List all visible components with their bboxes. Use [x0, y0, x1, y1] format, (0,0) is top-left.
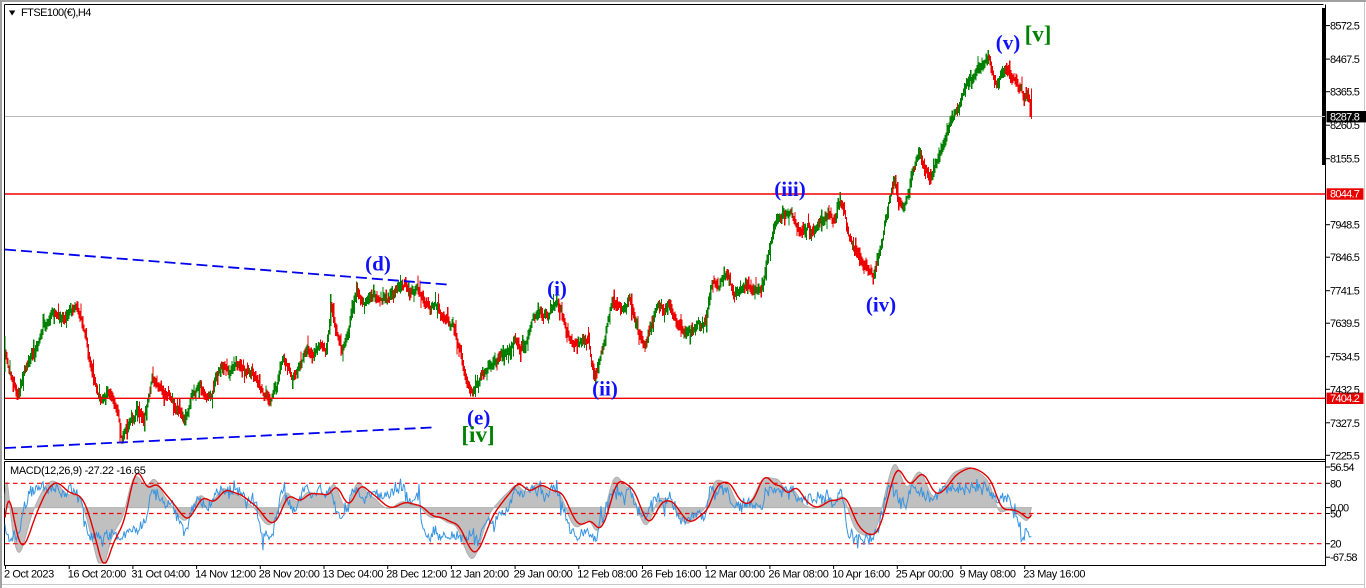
svg-text:7534.5: 7534.5 [1330, 352, 1360, 364]
svg-text:7432.5: 7432.5 [1330, 384, 1360, 396]
svg-text:13 Dec 04:00: 13 Dec 04:00 [323, 569, 384, 581]
svg-text:26 Feb 16:00: 26 Feb 16:00 [641, 569, 701, 581]
svg-text:12 Mar 00:00: 12 Mar 00:00 [705, 569, 765, 581]
svg-text:(e): (e) [467, 406, 490, 430]
svg-text:9 May 08:00: 9 May 08:00 [960, 569, 1016, 581]
svg-text:8044.7: 8044.7 [1330, 189, 1360, 201]
svg-text:(iv): (iv) [866, 293, 896, 317]
svg-text:[iv]: [iv] [461, 422, 494, 447]
svg-text:8287.8: 8287.8 [1330, 112, 1360, 124]
svg-text:56.54: 56.54 [1330, 462, 1354, 474]
svg-text:-67.58: -67.58 [1330, 552, 1357, 564]
svg-text:25 Apr 00:00: 25 Apr 00:00 [896, 569, 954, 581]
svg-text:12 Jan 20:00: 12 Jan 20:00 [450, 569, 509, 581]
svg-text:80: 80 [1330, 478, 1341, 490]
svg-text:14 Nov 12:00: 14 Nov 12:00 [195, 569, 256, 581]
svg-text:8572.5: 8572.5 [1330, 21, 1360, 33]
svg-text:16 Oct 20:00: 16 Oct 20:00 [68, 569, 126, 581]
svg-text:7846.5: 7846.5 [1330, 252, 1360, 264]
svg-text:(ii): (ii) [592, 377, 618, 401]
svg-text:20: 20 [1330, 539, 1341, 551]
svg-text:7225.5: 7225.5 [1330, 450, 1360, 462]
svg-text:26 Mar 08:00: 26 Mar 08:00 [768, 569, 828, 581]
svg-text:8155.5: 8155.5 [1330, 154, 1360, 166]
svg-text:FTSE100(€),H4: FTSE100(€),H4 [21, 7, 91, 19]
svg-text:31 Oct 04:00: 31 Oct 04:00 [131, 569, 189, 581]
svg-text:8467.5: 8467.5 [1330, 54, 1360, 66]
svg-text:7948.5: 7948.5 [1330, 220, 1360, 232]
svg-text:2 Oct 2023: 2 Oct 2023 [4, 569, 54, 581]
svg-text:MACD(12,26,9) -27.22 -16.65: MACD(12,26,9) -27.22 -16.65 [10, 465, 146, 477]
svg-text:7327.5: 7327.5 [1330, 418, 1360, 430]
svg-text:8365.5: 8365.5 [1330, 87, 1360, 99]
svg-text:7741.5: 7741.5 [1330, 286, 1360, 298]
svg-text:10 Apr 16:00: 10 Apr 16:00 [832, 569, 890, 581]
svg-text:50: 50 [1330, 509, 1341, 521]
svg-text:28 Nov 20:00: 28 Nov 20:00 [259, 569, 320, 581]
svg-text:23 May 16:00: 23 May 16:00 [1023, 569, 1085, 581]
svg-text:28 Dec 12:00: 28 Dec 12:00 [386, 569, 447, 581]
svg-text:29 Jan 00:00: 29 Jan 00:00 [514, 569, 573, 581]
svg-text:7404.2: 7404.2 [1330, 393, 1360, 405]
svg-text:8260.5: 8260.5 [1330, 120, 1360, 132]
svg-text:7639.5: 7639.5 [1330, 318, 1360, 330]
svg-text:(iii): (iii) [774, 177, 806, 201]
svg-text:(v): (v) [996, 31, 1021, 55]
svg-text:12 Feb 08:00: 12 Feb 08:00 [577, 569, 637, 581]
svg-text:(d): (d) [365, 252, 391, 276]
svg-text:0.00: 0.00 [1330, 503, 1349, 515]
svg-text:[v]: [v] [1025, 22, 1052, 47]
svg-text:(i): (i) [547, 277, 567, 301]
